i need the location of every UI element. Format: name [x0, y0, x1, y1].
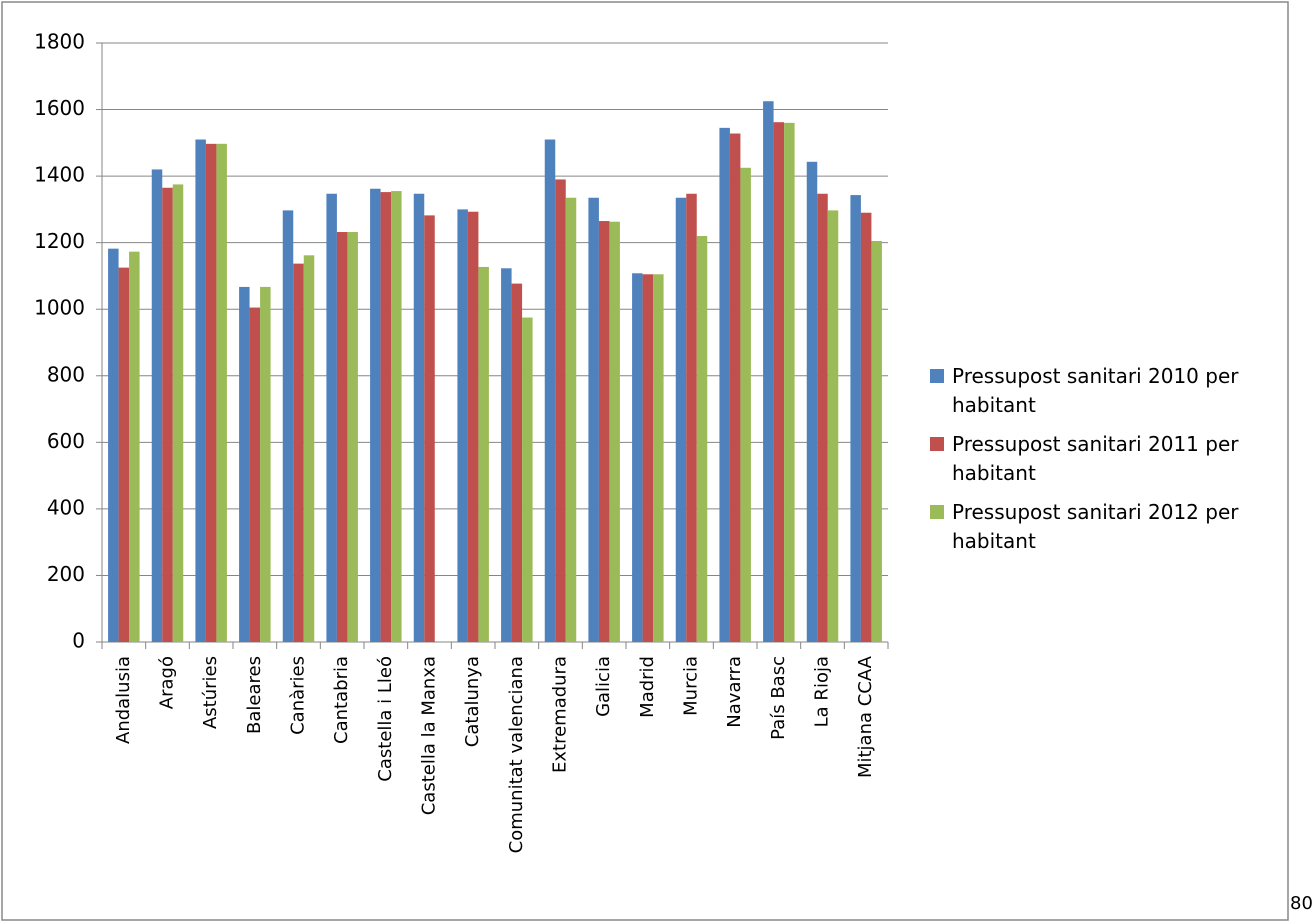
bar — [413, 193, 425, 642]
x-tick-label: Castella i Lleó — [375, 656, 396, 782]
bar — [380, 192, 392, 642]
x-tick-label: Cantabria — [331, 656, 352, 744]
bar — [696, 236, 708, 642]
x-tick-label: Galicia — [593, 656, 614, 717]
bar — [216, 143, 227, 642]
x-tick-label: Murcia — [681, 656, 702, 716]
x-tick-label: Madrid — [637, 656, 658, 718]
bar — [467, 211, 479, 643]
bar — [817, 193, 828, 642]
bar — [303, 255, 315, 642]
bar — [729, 133, 741, 642]
annotation: 80 — [1290, 893, 1312, 914]
bar — [860, 212, 872, 642]
y-tick-label: 600 — [47, 429, 85, 453]
x-tick-label: Mitjana CCAA — [855, 655, 876, 778]
legend-item: Pressupost sanitari 2012 per habitant — [930, 498, 1270, 556]
x-tick-label: Canàries — [288, 656, 309, 735]
y-tick-label: 1800 — [34, 30, 85, 54]
bar — [598, 221, 610, 642]
bar — [129, 251, 140, 642]
legend-swatch — [930, 369, 944, 383]
bar — [293, 263, 304, 642]
bar — [740, 167, 751, 642]
legend-label: Pressupost sanitari 2012 per habitant — [952, 500, 1239, 553]
bar — [205, 143, 217, 642]
y-tick-label: 1000 — [34, 296, 85, 320]
bar — [609, 221, 620, 642]
bar — [719, 127, 730, 642]
bar — [424, 215, 435, 642]
bar — [347, 232, 358, 643]
bar — [195, 139, 206, 642]
x-tick-label: Comunitat valenciana — [506, 656, 527, 853]
bar — [282, 210, 294, 643]
bar — [522, 317, 533, 642]
bar — [632, 273, 643, 642]
y-tick-label: 800 — [47, 362, 85, 386]
x-tick-label: Astúries — [200, 656, 221, 729]
chart-border — [1, 1, 1289, 921]
bar — [555, 179, 566, 642]
x-tick-label: Baleares — [244, 656, 265, 734]
bar — [827, 210, 839, 643]
y-tick-label: 1200 — [34, 229, 85, 253]
x-tick-label: Extremadura — [550, 656, 571, 773]
x-tick-label: Catalunya — [462, 656, 483, 747]
bar — [108, 248, 119, 642]
legend-swatch — [930, 505, 944, 519]
x-tick-label: La Rioja — [812, 656, 833, 727]
legend: Pressupost sanitari 2010 per habitant Pre… — [930, 362, 1270, 566]
bar — [151, 169, 163, 642]
y-tick-label: 1600 — [34, 96, 85, 120]
bar — [850, 195, 861, 642]
y-tick-label: 1400 — [34, 163, 85, 187]
bar — [501, 268, 512, 642]
x-tick-label: Castella la Manxa — [419, 656, 440, 815]
bar — [806, 161, 818, 642]
bar — [675, 197, 687, 642]
legend-swatch — [930, 437, 944, 451]
x-tick-label: País Basc — [768, 656, 789, 740]
bar — [773, 122, 785, 642]
bar — [118, 267, 130, 642]
legend-item: Pressupost sanitari 2010 per habitant — [930, 362, 1270, 420]
bar — [511, 283, 523, 642]
y-tick-label: 0 — [72, 629, 85, 653]
bar — [239, 286, 250, 642]
bar — [478, 266, 489, 642]
bar — [565, 197, 577, 642]
bar — [172, 184, 184, 643]
bar — [326, 193, 337, 642]
legend-label: Pressupost sanitari 2011 per habitant — [952, 432, 1239, 485]
bar — [784, 122, 795, 642]
x-tick-label: Navarra — [724, 656, 745, 728]
bar — [686, 193, 697, 642]
x-tick-label: Aragó — [157, 656, 178, 709]
x-tick-label: Andalusia — [113, 656, 134, 744]
legend-item: Pressupost sanitari 2011 per habitant — [930, 430, 1270, 488]
bar — [260, 286, 271, 642]
bar — [544, 139, 556, 642]
bar — [162, 187, 173, 642]
bar — [249, 307, 261, 642]
bar — [457, 209, 468, 642]
bar — [763, 101, 774, 643]
y-tick-label: 200 — [47, 562, 85, 586]
legend-label: Pressupost sanitari 2010 per habitant — [952, 364, 1239, 417]
bar — [642, 274, 654, 642]
bar — [370, 188, 381, 643]
bar — [588, 197, 599, 642]
bar — [871, 241, 882, 642]
y-tick-label: 400 — [47, 495, 85, 519]
bar — [336, 232, 348, 643]
bar — [653, 274, 664, 642]
bar — [391, 191, 402, 642]
